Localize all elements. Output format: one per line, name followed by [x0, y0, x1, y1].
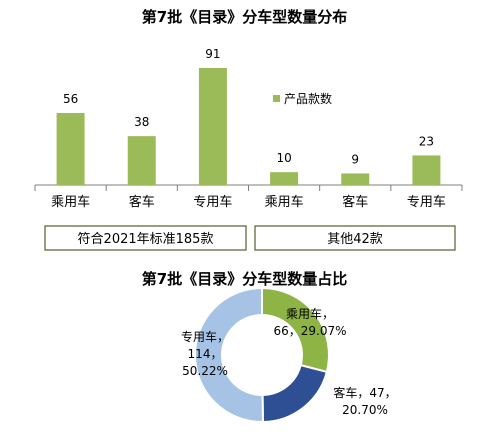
- pie-data-label: 20.70%: [342, 403, 388, 417]
- pie-data-label: 乘用车，: [286, 306, 334, 321]
- bar: [56, 113, 85, 185]
- bar-value-label: 10: [276, 151, 291, 165]
- category-label: 客车: [342, 194, 368, 210]
- category-label: 客车: [129, 194, 155, 210]
- bar-value-label: 23: [419, 134, 434, 148]
- bar-chart-title: 第7批《目录》分车型数量分布: [141, 8, 348, 26]
- group-box: [254, 225, 456, 251]
- pie-data-label: 50.22%: [182, 364, 228, 378]
- group-box: [44, 225, 247, 251]
- pie-data-label: 客车，47，: [333, 385, 396, 400]
- bar: [412, 155, 441, 185]
- group-label: 其他42款: [327, 232, 383, 247]
- bar: [341, 173, 370, 185]
- pie-slice: [261, 363, 329, 424]
- bar-value-label: 38: [134, 115, 149, 129]
- category-label: 专用车: [407, 194, 446, 210]
- legend-label: 产品款数: [284, 91, 332, 106]
- group-label: 符合2021年标准185款: [78, 231, 214, 247]
- pie-slice: [194, 286, 264, 423]
- pie-chart-title: 第7批《目录》分车型数量占比: [141, 270, 348, 288]
- category-label: 乘用车: [265, 194, 304, 210]
- bar: [127, 136, 156, 185]
- legend-swatch: [273, 95, 280, 102]
- pie-data-label: 114，: [188, 347, 223, 361]
- bar-value-label: 91: [205, 47, 220, 61]
- pie-data-label: 66，29.07%: [273, 324, 346, 338]
- bar-value-label: 9: [351, 152, 359, 166]
- category-label: 专用车: [193, 194, 232, 210]
- category-label: 乘用车: [51, 194, 90, 210]
- bar-value-label: 56: [63, 92, 78, 106]
- pie-data-label: 专用车，: [181, 329, 229, 344]
- bar: [270, 172, 299, 185]
- bar: [198, 68, 227, 185]
